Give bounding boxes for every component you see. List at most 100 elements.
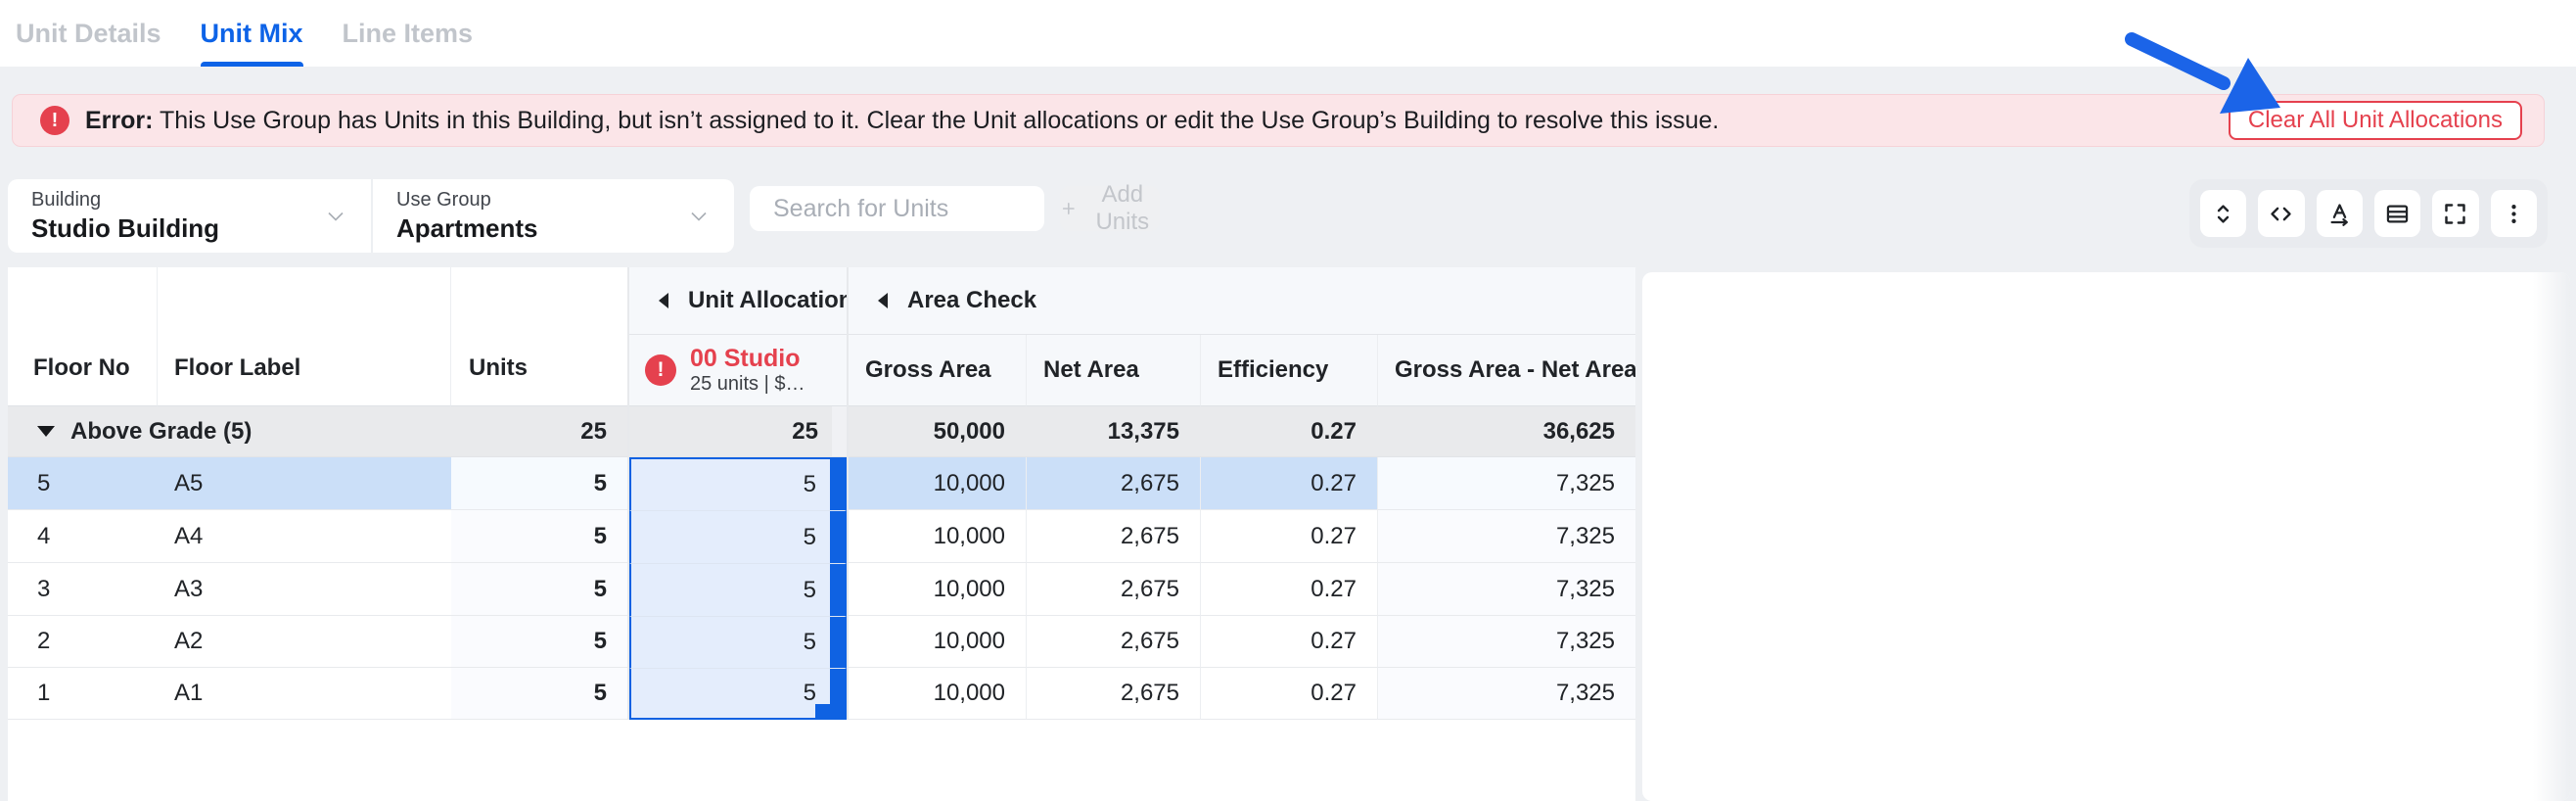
- tab-line-items[interactable]: Line Items: [343, 0, 474, 67]
- tab-unit-mix[interactable]: Unit Mix: [200, 0, 303, 67]
- cell-floor-label[interactable]: A5: [158, 457, 451, 510]
- caret-down-icon[interactable]: [37, 426, 55, 437]
- table-rows-icon: [2386, 205, 2409, 222]
- cell-floor-no[interactable]: 2: [8, 616, 158, 668]
- panel-divider: [627, 267, 629, 720]
- cell-net-area[interactable]: 2,675: [1026, 457, 1200, 510]
- cell-units[interactable]: 5: [451, 668, 627, 720]
- grid-toolbar: [2189, 179, 2548, 248]
- cell-efficiency[interactable]: 0.27: [1200, 563, 1377, 616]
- use-group-dropdown[interactable]: Use Group Apartments: [371, 179, 734, 253]
- summary-allocation: 25: [629, 406, 847, 457]
- cell-units[interactable]: 5: [451, 563, 627, 616]
- error-banner: ! Error: This Use Group has Units in thi…: [12, 94, 2545, 147]
- cell-allocation[interactable]: 5: [629, 616, 847, 668]
- add-units-button[interactable]: Add Units: [1060, 181, 1160, 235]
- cell-gross-minus-net[interactable]: 7,325: [1377, 563, 1635, 616]
- cell-floor-no[interactable]: 3: [8, 563, 158, 616]
- group-header-label: Area Check: [907, 287, 1037, 313]
- cell-efficiency[interactable]: 0.27: [1200, 668, 1377, 720]
- expand-horizontal-icon: [2271, 207, 2292, 220]
- filter-group: Building Studio Building Use Group Apart…: [8, 179, 734, 253]
- group-row-label: Above Grade (5): [70, 417, 253, 445]
- group-row-above-grade[interactable]: Above Grade (5): [8, 406, 451, 457]
- building-dropdown[interactable]: Building Studio Building: [8, 179, 371, 253]
- cell-gross-area[interactable]: 10,000: [849, 510, 1026, 563]
- expand-horizontal-button[interactable]: [2258, 190, 2305, 237]
- cell-allocation[interactable]: 5: [629, 563, 847, 616]
- cell-floor-no[interactable]: 5: [8, 457, 158, 510]
- cell-floor-label[interactable]: A3: [158, 563, 451, 616]
- cell-units[interactable]: 5: [451, 510, 627, 563]
- cell-floor-no[interactable]: 4: [8, 510, 158, 563]
- collapse-left-icon[interactable]: [878, 293, 888, 308]
- column-header-floor-label[interactable]: Floor Label: [158, 267, 451, 406]
- cell-net-area[interactable]: 2,675: [1026, 616, 1200, 668]
- cell-allocation[interactable]: 5: [629, 457, 847, 510]
- unit-type-text: 00 Studio 25 units | $…: [690, 345, 805, 397]
- cell-allocation[interactable]: 5: [629, 668, 847, 720]
- use-group-value: Apartments: [396, 213, 538, 243]
- unit-error-icon: !: [645, 354, 676, 386]
- tab-label: Unit Details: [16, 18, 161, 48]
- error-icon: !: [40, 106, 69, 135]
- group-header-area-check[interactable]: Area Check: [849, 267, 1635, 335]
- cell-gross-minus-net[interactable]: 7,325: [1377, 510, 1635, 563]
- cell-gross-area[interactable]: 10,000: [849, 616, 1026, 668]
- clear-all-unit-allocations-button[interactable]: Clear All Unit Allocations: [2228, 101, 2522, 140]
- cell-net-area[interactable]: 2,675: [1026, 668, 1200, 720]
- collapse-left-icon[interactable]: [659, 293, 668, 308]
- cell-efficiency[interactable]: 0.27: [1200, 616, 1377, 668]
- cell-gross-minus-net[interactable]: 7,325: [1377, 616, 1635, 668]
- cell-units[interactable]: 5: [451, 616, 627, 668]
- text-format-icon: [2330, 203, 2348, 226]
- column-header-net-area[interactable]: Net Area: [1026, 335, 1200, 406]
- cell-efficiency[interactable]: 0.27: [1200, 457, 1377, 510]
- column-header-floor-no[interactable]: Floor No: [8, 267, 158, 406]
- column-header-units[interactable]: Units: [451, 267, 627, 406]
- column-header-efficiency[interactable]: Efficiency: [1200, 335, 1377, 406]
- cell-units[interactable]: 5: [451, 457, 627, 510]
- more-options-button[interactable]: [2490, 190, 2537, 237]
- unit-type-header-00-studio[interactable]: ! 00 Studio 25 units | $…: [629, 335, 847, 406]
- table-rows-button[interactable]: [2373, 190, 2421, 237]
- text-format-button[interactable]: [2316, 190, 2363, 237]
- cell-allocation[interactable]: 5: [629, 510, 847, 563]
- search-input[interactable]: [773, 194, 1088, 223]
- expand-vertical-button[interactable]: [2200, 190, 2247, 237]
- fullscreen-icon: [2445, 203, 2466, 224]
- detail-side-panel: [1642, 272, 2570, 801]
- cell-gross-area[interactable]: 10,000: [849, 563, 1026, 616]
- tab-label: Unit Mix: [200, 18, 303, 48]
- cell-floor-no[interactable]: 1: [8, 668, 158, 720]
- fullscreen-button[interactable]: [2432, 190, 2479, 237]
- cell-gross-area[interactable]: 10,000: [849, 668, 1026, 720]
- panel-divider: [847, 267, 849, 720]
- cell-net-area[interactable]: 2,675: [1026, 563, 1200, 616]
- expand-vertical-icon: [2217, 204, 2230, 223]
- summary-efficiency: 0.27: [1200, 406, 1377, 457]
- building-label: Building: [31, 189, 102, 211]
- summary-gross-area: 50,000: [849, 406, 1026, 457]
- group-header-unit-allocation[interactable]: Unit Allocation: [629, 267, 847, 335]
- cell-gross-minus-net[interactable]: 7,325: [1377, 457, 1635, 510]
- cell-net-area[interactable]: 2,675: [1026, 510, 1200, 563]
- error-label: Error:: [85, 106, 154, 134]
- cell-gross-minus-net[interactable]: 7,325: [1377, 668, 1635, 720]
- cell-floor-label[interactable]: A2: [158, 616, 451, 668]
- tab-label: Line Items: [342, 18, 474, 48]
- cell-efficiency[interactable]: 0.27: [1200, 510, 1377, 563]
- column-header-gross-area[interactable]: Gross Area: [849, 335, 1026, 406]
- unit-type-subtitle: 25 units | $…: [690, 373, 805, 396]
- summary-net-area: 13,375: [1026, 406, 1200, 457]
- cell-floor-label[interactable]: A4: [158, 510, 451, 563]
- chevron-down-icon: [328, 212, 344, 221]
- cell-floor-label[interactable]: A1: [158, 668, 451, 720]
- group-header-label: Unit Allocation: [688, 287, 847, 313]
- tab-unit-details[interactable]: Unit Details: [16, 0, 161, 67]
- unit-mix-grid: Floor No Floor Label Units Unit Allocati…: [8, 267, 1635, 720]
- cell-gross-area[interactable]: 10,000: [849, 457, 1026, 510]
- column-header-gross-minus-net[interactable]: Gross Area - Net Area: [1377, 335, 1635, 406]
- summary-units: 25: [451, 406, 627, 457]
